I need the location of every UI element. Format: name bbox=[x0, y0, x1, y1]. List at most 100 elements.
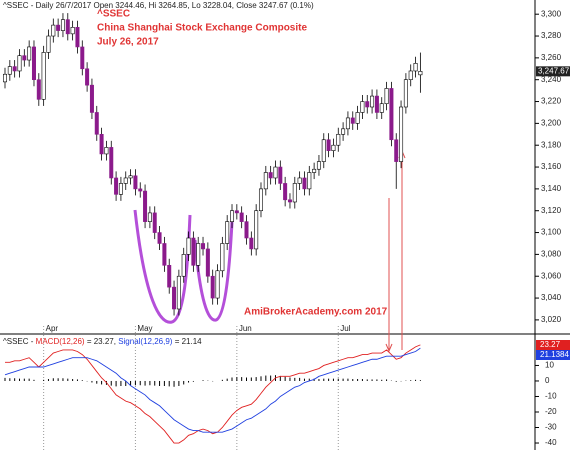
candle-body bbox=[254, 210, 259, 250]
cup-shape bbox=[193, 221, 234, 322]
candle-body bbox=[297, 177, 302, 184]
candle-body bbox=[41, 52, 46, 100]
candle-body bbox=[418, 71, 423, 76]
candle-body bbox=[176, 275, 181, 310]
candle-body bbox=[31, 46, 36, 81]
candle-body bbox=[75, 26, 80, 48]
candle-body bbox=[413, 63, 418, 72]
candle-body bbox=[220, 243, 225, 272]
x-tick-label: May bbox=[137, 324, 152, 333]
candle-body bbox=[51, 24, 56, 37]
annotation: July 26, 2017 bbox=[97, 37, 159, 48]
y-tick-label: 3,020 bbox=[541, 315, 562, 324]
macd-line bbox=[5, 344, 421, 444]
candle-body bbox=[239, 212, 244, 222]
candle-body bbox=[307, 172, 312, 190]
y-tick-label: 3,200 bbox=[541, 118, 562, 127]
value-badge bbox=[536, 340, 570, 350]
candle-body bbox=[365, 101, 370, 108]
y-tick-label: 3,300 bbox=[541, 9, 562, 18]
y-tick-label: 3,280 bbox=[541, 31, 562, 40]
signal-value: = 21.14 bbox=[175, 337, 202, 346]
candle-body bbox=[210, 275, 215, 299]
candle-body bbox=[283, 183, 288, 201]
candle-body bbox=[215, 270, 220, 299]
macd-name: MACD(12,26) bbox=[36, 337, 85, 346]
candle-body bbox=[230, 210, 235, 222]
y-tick-label: 3,220 bbox=[541, 97, 562, 106]
x-tick-label: Jul bbox=[340, 324, 350, 333]
candle-body bbox=[384, 88, 389, 105]
candle-body bbox=[27, 46, 32, 61]
candle-body bbox=[89, 84, 94, 113]
candle-body bbox=[312, 168, 317, 173]
y-tick-label: 3,080 bbox=[541, 249, 562, 258]
candle-body bbox=[104, 147, 109, 155]
candle-body bbox=[172, 286, 177, 310]
candle-body bbox=[46, 35, 51, 53]
arrow-head bbox=[385, 343, 393, 353]
value-badge bbox=[536, 350, 570, 360]
y-tick-label: 3,060 bbox=[541, 271, 562, 280]
candle-body bbox=[345, 117, 350, 130]
candle-body bbox=[2, 73, 8, 83]
value-label: 23.27 bbox=[540, 340, 561, 349]
y-tick-label: 3,040 bbox=[541, 293, 562, 302]
candle-body bbox=[12, 66, 17, 72]
candle-body bbox=[99, 133, 104, 155]
candle-body bbox=[94, 112, 99, 135]
candle-body bbox=[118, 183, 123, 195]
candle-body bbox=[7, 66, 12, 75]
y-tick-label: 3,180 bbox=[541, 140, 562, 149]
y-tick-label: 0 bbox=[545, 376, 550, 385]
candle-body bbox=[152, 212, 157, 233]
candle-body bbox=[403, 79, 408, 108]
price-label: 3,247.67 bbox=[538, 66, 570, 75]
y-tick-label: -30 bbox=[545, 423, 557, 432]
y-tick-label: 3,100 bbox=[541, 228, 562, 237]
annotation: ^SSEC bbox=[97, 9, 130, 20]
candle-body bbox=[114, 177, 119, 195]
candle-body bbox=[191, 237, 196, 266]
y-tick-label: -20 bbox=[545, 407, 557, 416]
candle-body bbox=[326, 139, 331, 151]
candle-body bbox=[22, 55, 27, 61]
x-tick-label: Jun bbox=[239, 324, 252, 333]
price-badge bbox=[536, 66, 570, 77]
macd-prefix: ^SSEC - bbox=[3, 337, 34, 346]
candle-body bbox=[196, 243, 201, 266]
candle-body bbox=[143, 190, 148, 222]
chart-title: ^SSEC - Daily 26/7/2017 Open 3244.46, Hi… bbox=[3, 1, 314, 10]
candle-body bbox=[157, 232, 162, 244]
candle-body bbox=[331, 144, 336, 151]
signal-name: Signal(12,26,9) bbox=[118, 337, 173, 346]
candle-body bbox=[287, 199, 292, 203]
candle-body bbox=[336, 133, 341, 146]
candle-body bbox=[370, 95, 375, 108]
y-tick-label: 3,140 bbox=[541, 184, 562, 193]
candle-body bbox=[234, 210, 239, 214]
value-label: 21.1384 bbox=[540, 350, 569, 359]
candle-body bbox=[205, 248, 210, 277]
candle-body bbox=[408, 70, 413, 81]
candle-body bbox=[128, 175, 133, 179]
candle-body bbox=[394, 139, 399, 162]
candle-body bbox=[201, 243, 206, 250]
candle-body bbox=[80, 46, 85, 70]
candle-body bbox=[350, 117, 355, 124]
candle-body bbox=[278, 166, 283, 184]
candle-body bbox=[374, 95, 379, 113]
candle-body bbox=[379, 103, 384, 113]
y-tick-label: 3,160 bbox=[541, 162, 562, 171]
candle-body bbox=[249, 237, 254, 250]
y-tick-label: 3,260 bbox=[541, 53, 562, 62]
candle-body bbox=[355, 112, 360, 124]
macd-line bbox=[4, 347, 421, 433]
candle-body bbox=[109, 147, 114, 179]
candle-body bbox=[138, 188, 143, 192]
candle-body bbox=[360, 101, 365, 113]
candle-body bbox=[292, 183, 297, 203]
y-tick-label: 10 bbox=[545, 361, 554, 370]
cup-shape bbox=[133, 209, 192, 324]
